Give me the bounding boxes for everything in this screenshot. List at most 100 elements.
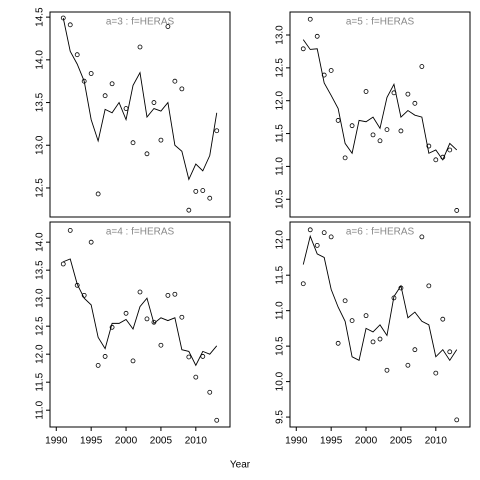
y-tick-label: 11.5 — [275, 265, 286, 284]
observed-point — [349, 318, 355, 323]
observed-point — [67, 228, 73, 233]
observed-point — [405, 91, 411, 97]
observed-point — [158, 342, 164, 348]
observed-point — [95, 191, 101, 197]
y-tick-label: 11.0 — [275, 157, 286, 176]
y-tick-label: 10.5 — [275, 189, 286, 209]
observed-point — [377, 138, 383, 144]
observed-point — [193, 374, 199, 380]
observed-point — [440, 316, 446, 322]
y-tick-label: 11.0 — [275, 301, 286, 320]
fitted-line — [62, 17, 218, 181]
observed-point — [130, 140, 136, 146]
y-tick-label: 12.0 — [275, 230, 286, 250]
observed-point — [307, 227, 313, 233]
y-tick-label: 13.0 — [275, 25, 286, 45]
observed-point — [207, 195, 213, 201]
observed-point — [130, 358, 136, 364]
observed-point — [412, 100, 418, 106]
y-tick-label: 12.5 — [275, 58, 286, 78]
observed-point — [214, 128, 220, 134]
observed-point — [377, 336, 383, 342]
observed-point — [412, 347, 418, 353]
observed-point — [433, 157, 439, 163]
y-tick-label: 13.5 — [35, 92, 46, 112]
y-tick-label: 12.0 — [275, 91, 286, 111]
observed-point — [454, 208, 460, 213]
observed-point — [60, 15, 66, 21]
y-tick-label: 13.5 — [35, 260, 46, 280]
observed-point — [419, 64, 425, 69]
observed-point — [109, 81, 115, 87]
observed-point — [398, 128, 404, 134]
observed-point — [419, 234, 425, 240]
y-tick-label: 13.0 — [35, 288, 46, 308]
observed-point — [109, 324, 115, 330]
observed-point — [349, 123, 355, 129]
observed-point — [151, 319, 157, 325]
observed-point — [172, 291, 178, 297]
observed-point — [384, 127, 390, 133]
observed-point — [321, 230, 327, 236]
observed-point — [335, 118, 341, 123]
x-tick-label: 1995 — [80, 436, 103, 447]
observed-point — [123, 310, 129, 316]
observed-point — [426, 143, 432, 149]
observed-point — [363, 313, 369, 319]
observed-point — [207, 389, 213, 395]
observed-point — [200, 354, 206, 359]
x-tick-label: 2000 — [115, 436, 138, 447]
observed-point — [454, 417, 460, 423]
observed-point — [123, 106, 129, 111]
observed-point — [335, 340, 341, 346]
observed-point — [300, 281, 306, 287]
y-tick-label: 11.5 — [275, 124, 286, 143]
observed-point — [88, 239, 94, 245]
x-tick-label: 2010 — [425, 436, 448, 447]
observed-point — [137, 289, 143, 295]
observed-point — [307, 16, 313, 22]
observed-point — [426, 283, 432, 289]
observed-point — [95, 362, 101, 368]
observed-point — [328, 68, 334, 73]
observed-point — [60, 261, 66, 267]
observed-point — [398, 285, 404, 291]
y-tick-label: 12.5 — [35, 178, 46, 198]
panel-title: a=4 : f=HERAS — [106, 227, 175, 238]
observed-point — [370, 339, 376, 345]
x-tick-label: 2000 — [355, 436, 378, 447]
observed-point — [144, 316, 150, 322]
observed-point — [370, 132, 376, 138]
observed-point — [172, 78, 178, 84]
observed-point — [447, 147, 453, 153]
observed-point — [179, 314, 185, 320]
y-tick-label: 9.5 — [275, 410, 286, 424]
observed-point — [200, 188, 206, 193]
observed-point — [314, 243, 320, 248]
observed-point — [342, 155, 348, 161]
observed-point — [81, 78, 87, 84]
observed-point — [102, 354, 108, 359]
observed-point — [363, 89, 369, 94]
x-axis-label: Year — [230, 460, 251, 471]
y-tick-label: 11.0 — [35, 400, 46, 419]
observed-point — [433, 370, 439, 376]
x-tick-label: 2005 — [150, 436, 173, 447]
x-tick-label: 2005 — [390, 436, 413, 447]
observed-point — [137, 44, 143, 50]
observed-point — [74, 52, 80, 58]
observed-point — [391, 90, 397, 96]
panel-title: a=3 : f=HERAS — [106, 17, 175, 28]
observed-point — [74, 282, 80, 288]
panel-frame — [289, 221, 471, 428]
fitted-line — [302, 234, 458, 362]
y-tick-label: 10.5 — [275, 336, 286, 356]
fitted-line — [63, 258, 218, 367]
y-tick-label: 12.5 — [35, 316, 46, 336]
y-tick-label: 14.5 — [35, 7, 46, 27]
y-tick-label: 10.0 — [275, 371, 286, 391]
x-tick-label: 1990 — [285, 436, 308, 447]
observed-point — [165, 24, 171, 29]
observed-point — [151, 100, 157, 105]
x-tick-label: 1990 — [45, 436, 68, 447]
